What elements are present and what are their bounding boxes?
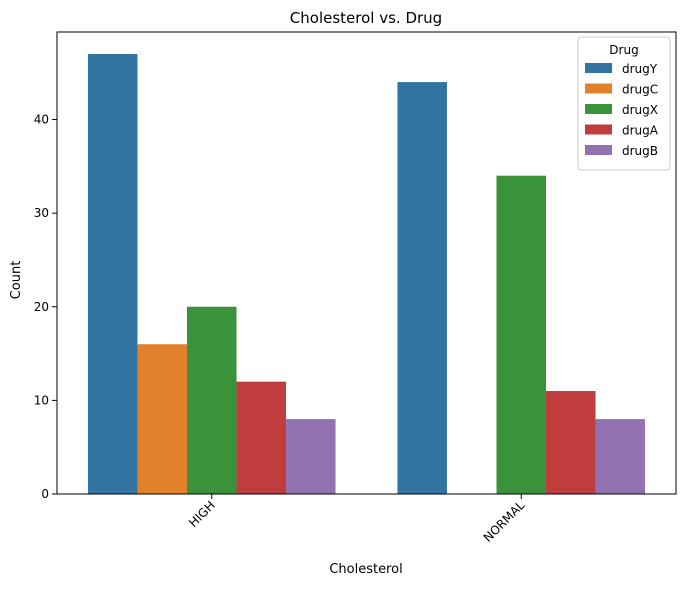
legend-label-drugA: drugA [622, 124, 659, 138]
legend: Drug drugY drugC drugX drugA drugB [577, 36, 671, 171]
bar-drugY-normal [397, 82, 447, 494]
legend-label-drugC: drugC [622, 83, 658, 97]
x-tick-label-normal: NORMAL [481, 498, 528, 545]
y-tick-label: 0 [41, 487, 49, 501]
y-axis-label: Count [9, 261, 24, 300]
bar-drugA-normal [546, 391, 596, 494]
bar-drugB-normal [595, 419, 646, 494]
y-tick-label: 40 [34, 113, 49, 127]
x-tick-label-high: HIGH [186, 498, 218, 530]
legend-swatch-drugB [585, 145, 612, 155]
legend-label-drugY: drugY [622, 62, 658, 76]
legend-swatch-drugC [585, 83, 612, 94]
x-axis: HIGH NORMAL [186, 494, 528, 545]
bar-drugA-high [236, 381, 287, 494]
legend-items: drugY drugC drugX drugA drugB [585, 62, 659, 158]
bar-drugC-high [137, 344, 187, 494]
bar-drugB-high [286, 419, 336, 494]
legend-label-drugX: drugX [622, 103, 658, 117]
legend-label-drugB: drugB [622, 144, 658, 158]
legend-swatch-drugX [585, 104, 612, 114]
bar-drugX-normal [496, 175, 547, 494]
plot-frame [56, 31, 677, 495]
y-tick-label: 20 [34, 300, 49, 314]
legend-swatch-drugY [585, 63, 612, 73]
bar-drugX-high [186, 306, 237, 494]
y-axis: 0 10 20 30 40 [34, 113, 57, 501]
legend-swatch-drugA [585, 124, 612, 135]
x-axis-label: Cholesterol [329, 562, 402, 577]
y-tick-label: 30 [34, 206, 49, 220]
bar-drugY-high [87, 54, 138, 494]
chart-title: Cholesterol vs. Drug [290, 9, 442, 27]
bars-group [87, 54, 646, 494]
y-tick-label: 10 [34, 393, 49, 407]
legend-title: Drug [609, 43, 638, 57]
